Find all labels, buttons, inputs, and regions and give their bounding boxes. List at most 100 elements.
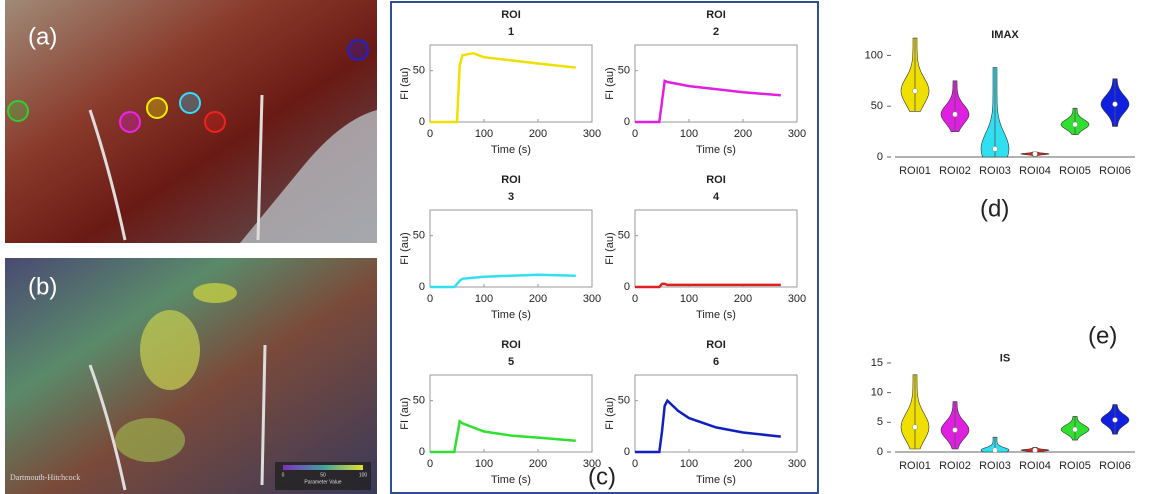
retractor bbox=[88, 364, 127, 491]
x-axis-label: Time (s) bbox=[491, 474, 531, 486]
x-tick-label: ROI05 bbox=[1059, 460, 1091, 472]
plot-frame bbox=[634, 374, 798, 453]
y-tick-label: 50 bbox=[618, 65, 630, 77]
x-tick-label: 300 bbox=[583, 128, 601, 140]
x-tick-label: ROI02 bbox=[939, 165, 971, 177]
series-line bbox=[635, 79, 781, 124]
median-dot bbox=[992, 447, 998, 453]
series-line bbox=[635, 398, 781, 454]
plot-frame bbox=[429, 374, 593, 453]
x-tick-label: 200 bbox=[734, 293, 752, 305]
roi-marker bbox=[347, 39, 369, 61]
x-tick-label: 0 bbox=[427, 293, 433, 305]
median-dot bbox=[952, 111, 958, 118]
x-tick-label: 100 bbox=[475, 293, 493, 305]
median-dot bbox=[1032, 447, 1038, 453]
x-tick-label: 200 bbox=[734, 458, 752, 470]
chart-title: ROI bbox=[501, 174, 521, 186]
x-tick-label: ROI06 bbox=[1099, 460, 1131, 472]
plot-frame bbox=[429, 209, 593, 288]
x-tick-label: 0 bbox=[427, 458, 433, 470]
chart-title: IMAX bbox=[991, 29, 1019, 41]
median-dot bbox=[1032, 151, 1038, 157]
series-line bbox=[430, 418, 576, 454]
median-dot bbox=[1072, 426, 1078, 433]
x-tick-label: 300 bbox=[583, 458, 601, 470]
series-line bbox=[430, 51, 576, 124]
plot-frame bbox=[634, 209, 798, 288]
panel-label: (b) bbox=[28, 273, 57, 300]
y-axis-label: FI (au) bbox=[604, 232, 616, 264]
x-tick-label: ROI01 bbox=[899, 165, 931, 177]
y-tick-label: 15 bbox=[871, 357, 883, 369]
heat-spot bbox=[115, 418, 185, 462]
y-tick-label: 0 bbox=[877, 151, 883, 163]
series-line bbox=[635, 282, 781, 289]
median-dot bbox=[992, 146, 998, 152]
y-tick-label: 0 bbox=[877, 446, 883, 458]
x-axis-label: Time (s) bbox=[696, 309, 736, 321]
chart-title: ROI bbox=[501, 9, 521, 21]
retractor bbox=[88, 109, 127, 241]
chart-title: ROI bbox=[706, 174, 726, 186]
x-tick-label: 100 bbox=[680, 128, 698, 140]
x-tick-label: 300 bbox=[788, 293, 806, 305]
colorbar-label: Parameter Value bbox=[304, 479, 341, 485]
x-tick-label: ROI06 bbox=[1099, 165, 1131, 177]
x-tick-label: ROI05 bbox=[1059, 165, 1091, 177]
roi-marker bbox=[7, 100, 29, 122]
x-tick-label: ROI01 bbox=[899, 460, 931, 472]
x-tick-label: 200 bbox=[529, 128, 547, 140]
plot-frame bbox=[634, 44, 798, 123]
x-tick-label: ROI02 bbox=[939, 460, 971, 472]
y-tick-label: 5 bbox=[877, 416, 883, 428]
y-tick-label: 50 bbox=[618, 230, 630, 242]
chart-title: ROI bbox=[501, 339, 521, 351]
y-axis-label: FI (au) bbox=[399, 232, 411, 264]
chart-subtitle: 4 bbox=[713, 191, 720, 203]
colorbar-tick: 0 bbox=[282, 472, 285, 478]
x-tick-label: ROI03 bbox=[979, 165, 1011, 177]
y-tick-label: 50 bbox=[618, 395, 630, 407]
y-axis-label: FI (au) bbox=[399, 397, 411, 429]
y-tick-label: 50 bbox=[413, 395, 425, 407]
retractor bbox=[260, 344, 267, 486]
x-tick-label: 200 bbox=[734, 128, 752, 140]
x-tick-label: 100 bbox=[680, 458, 698, 470]
x-tick-label: 0 bbox=[632, 293, 638, 305]
x-tick-label: 0 bbox=[427, 128, 433, 140]
y-tick-label: 0 bbox=[624, 116, 630, 128]
panel-label: (e) bbox=[1088, 322, 1117, 349]
y-tick-label: 0 bbox=[419, 281, 425, 293]
chart-title: ROI bbox=[706, 339, 726, 351]
x-axis-label: Time (s) bbox=[491, 309, 531, 321]
x-tick-label: 200 bbox=[529, 458, 547, 470]
y-tick-label: 50 bbox=[413, 65, 425, 77]
roi-markers bbox=[7, 39, 369, 133]
y-axis-label: FI (au) bbox=[604, 397, 616, 429]
x-tick-label: 300 bbox=[583, 293, 601, 305]
chart-subtitle: 5 bbox=[508, 356, 514, 368]
roi-marker bbox=[119, 111, 141, 133]
chart-subtitle: 6 bbox=[713, 356, 719, 368]
panel-frame bbox=[390, 1, 819, 494]
y-tick-label: 0 bbox=[419, 116, 425, 128]
y-tick-label: 0 bbox=[419, 446, 425, 458]
x-axis-label: Time (s) bbox=[491, 144, 531, 156]
median-dot bbox=[1112, 101, 1118, 107]
chart-subtitle: 3 bbox=[508, 191, 514, 203]
panel-label: (a) bbox=[28, 23, 57, 50]
median-dot bbox=[912, 424, 918, 430]
x-tick-label: 0 bbox=[632, 128, 638, 140]
chart-title: IS bbox=[1000, 352, 1010, 364]
plot-frame bbox=[429, 44, 593, 123]
y-tick-label: 0 bbox=[624, 446, 630, 458]
series-line bbox=[430, 273, 576, 289]
x-axis-label: Time (s) bbox=[696, 144, 736, 156]
y-tick-label: 100 bbox=[865, 49, 883, 61]
y-axis-label: FI (au) bbox=[604, 67, 616, 99]
colorbar bbox=[283, 465, 363, 470]
y-axis-label: FI (au) bbox=[399, 67, 411, 99]
y-tick-label: 50 bbox=[871, 100, 883, 112]
